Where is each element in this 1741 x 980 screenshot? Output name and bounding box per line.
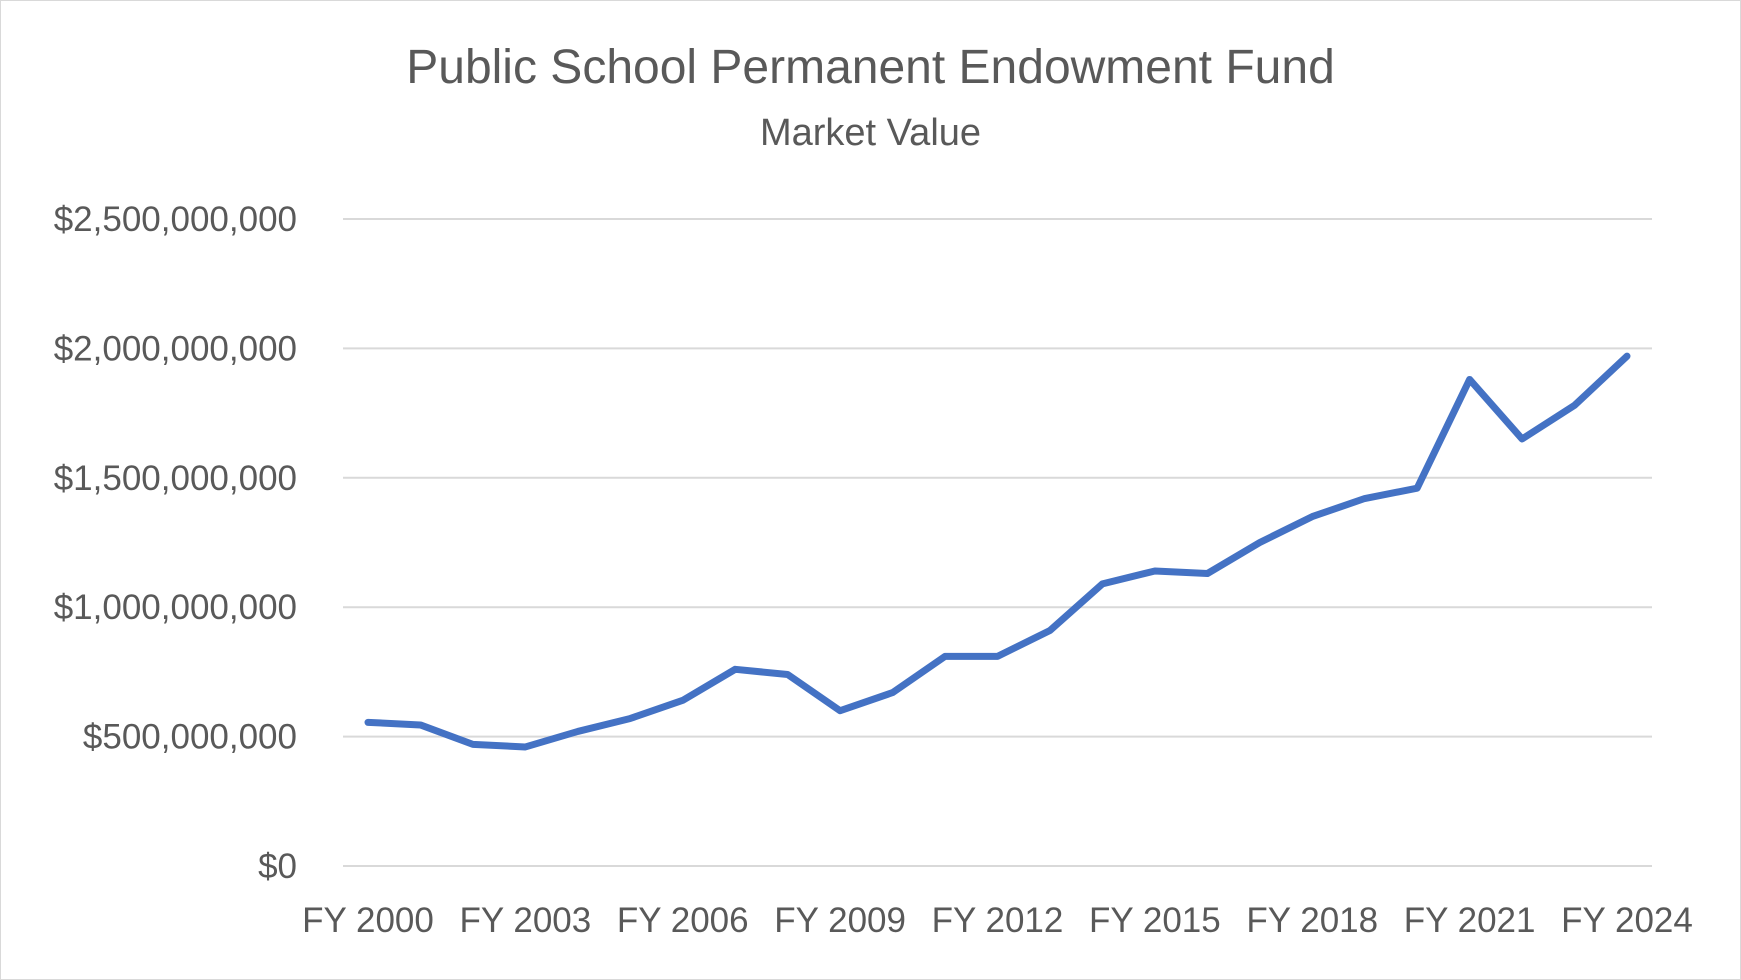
x-tick-label: FY 2009 — [774, 901, 906, 940]
y-tick-label: $2,000,000,000 — [54, 329, 297, 368]
x-tick-label: FY 2021 — [1404, 901, 1536, 940]
x-tick-label: FY 2015 — [1089, 901, 1221, 940]
x-tick-label: FY 2024 — [1561, 901, 1693, 940]
y-tick-label: $1,000,000,000 — [54, 588, 297, 627]
x-tick-label: FY 2006 — [617, 901, 749, 940]
chart-title: Public School Permanent Endowment Fund — [406, 41, 1335, 94]
y-tick-label: $0 — [258, 847, 297, 886]
x-tick-label: FY 2000 — [302, 901, 434, 940]
chart-subtitle: Market Value — [759, 112, 982, 154]
x-tick-label: FY 2003 — [460, 901, 592, 940]
series-line — [364, 352, 1631, 751]
y-tick-label: $500,000,000 — [83, 718, 297, 757]
y-tick-label: $1,500,000,000 — [54, 459, 297, 498]
y-tick-label: $2,500,000,000 — [54, 200, 297, 239]
x-tick-label: FY 2012 — [932, 901, 1064, 940]
x-tick-label: FY 2018 — [1246, 901, 1378, 940]
